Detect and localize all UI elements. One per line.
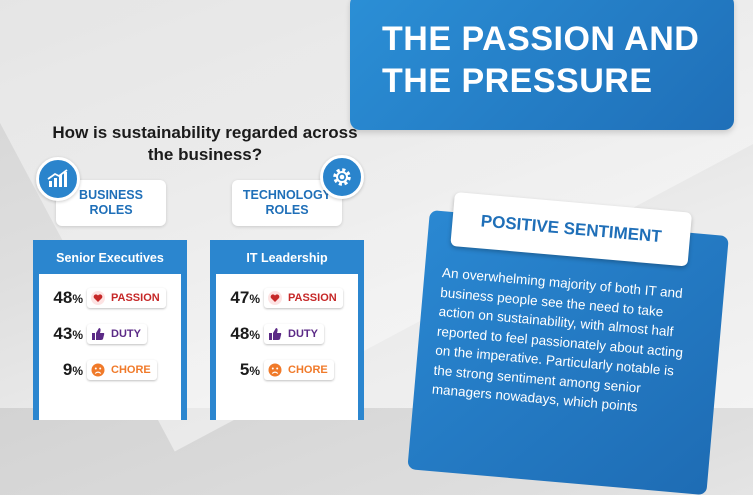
stat-label: DUTY xyxy=(288,328,318,340)
panel-body: 48% PASSION 43% DUTY 9% CHORE xyxy=(39,274,181,420)
heart-icon xyxy=(268,291,282,305)
stat-row-duty: 43% DUTY xyxy=(39,322,181,346)
stat-row-chore: 9% CHORE xyxy=(39,358,181,382)
stat-pill: DUTY xyxy=(264,324,324,344)
stat-pill: CHORE xyxy=(87,360,157,380)
stat-label: PASSION xyxy=(111,292,160,304)
panel-heading: IT Leadership xyxy=(246,251,328,265)
panel-it-leadership: IT Leadership 47% PASSION 48% DUTY 5% CH… xyxy=(210,240,364,420)
stat-value: 9% xyxy=(62,360,83,379)
growth-chart-icon xyxy=(36,157,80,201)
role-label-line1: TECHNOLOGY xyxy=(242,188,332,202)
role-card-technology: TECHNOLOGY ROLES xyxy=(232,180,342,226)
role-label-line1: BUSINESS xyxy=(79,188,143,202)
heart-icon xyxy=(91,291,105,305)
panel-senior-executives: Senior Executives 48% PASSION 43% DUTY 9… xyxy=(33,240,187,420)
stat-label: DUTY xyxy=(111,328,141,340)
thumbs-up-icon xyxy=(92,328,105,340)
stat-value: 43% xyxy=(53,324,83,343)
stat-label: PASSION xyxy=(288,292,337,304)
stat-label: CHORE xyxy=(288,364,328,376)
title-banner xyxy=(350,0,734,130)
sentiment-body: An overwhelming majority of both IT and … xyxy=(431,264,684,415)
stat-value: 47% xyxy=(230,288,260,307)
role-label-line2: ROLES xyxy=(89,203,133,217)
stat-pill: DUTY xyxy=(87,324,147,344)
stat-row-passion: 48% PASSION xyxy=(39,286,181,310)
frown-face-icon xyxy=(91,363,105,377)
frown-face-icon xyxy=(268,363,282,377)
stat-value: 48% xyxy=(53,288,83,307)
stat-row-chore: 5% CHORE xyxy=(216,358,358,382)
question-heading: How is sustainability regarded across th… xyxy=(52,123,358,164)
stat-value: 5% xyxy=(239,360,260,379)
panel-heading: Senior Executives xyxy=(56,251,164,265)
stat-row-duty: 48% DUTY xyxy=(216,322,358,346)
stat-pill: CHORE xyxy=(264,360,334,380)
role-label-line2: ROLES xyxy=(265,203,309,217)
title-line-1: THE PASSION AND xyxy=(382,20,700,58)
stat-row-passion: 47% PASSION xyxy=(216,286,358,310)
panel-body: 47% PASSION 48% DUTY 5% CHORE xyxy=(216,274,358,420)
title-line-2: THE PRESSURE xyxy=(382,62,653,100)
stat-value: 48% xyxy=(230,324,260,343)
thumbs-up-icon xyxy=(269,328,282,340)
stat-label: CHORE xyxy=(111,364,151,376)
gear-icon xyxy=(320,155,364,199)
stat-pill: PASSION xyxy=(87,288,166,308)
stat-pill: PASSION xyxy=(264,288,343,308)
